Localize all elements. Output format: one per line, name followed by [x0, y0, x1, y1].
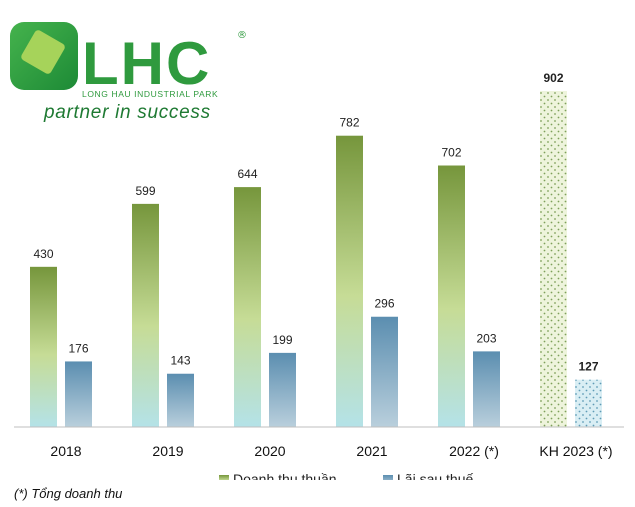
- data-label-revenue-0: 430: [33, 247, 53, 261]
- legend-label-revenue: Doanh thu thuần: [233, 471, 337, 480]
- x-tick-label-3: 2021: [356, 443, 387, 459]
- data-label-profit-0: 176: [68, 341, 88, 355]
- bar-revenue-3: [336, 135, 363, 427]
- bar-revenue-5: [540, 91, 567, 427]
- data-label-revenue-1: 599: [135, 184, 155, 198]
- x-tick-label-5: KH 2023 (*): [539, 443, 612, 459]
- legend-swatch-revenue: [219, 475, 229, 480]
- bar-profit-1: [167, 373, 194, 427]
- data-label-revenue-3: 782: [339, 116, 359, 130]
- x-tick-label-2: 2020: [254, 443, 285, 459]
- lhc-logo: LHC ® LONG HAU INDUSTRIAL PARK partner i…: [10, 22, 247, 123]
- legend-swatch-profit: [383, 475, 393, 480]
- bar-revenue-4: [438, 165, 465, 427]
- logo-subtitle: LONG HAU INDUSTRIAL PARK: [82, 89, 218, 99]
- bar-revenue-1: [132, 203, 159, 427]
- bar-profit-3: [371, 316, 398, 427]
- data-label-revenue-2: 644: [237, 167, 257, 181]
- footnote: (*) Tổng doanh thu: [14, 486, 123, 501]
- logo-brand: LHC: [82, 30, 211, 97]
- data-label-profit-5: 127: [578, 360, 598, 374]
- x-tick-label-4: 2022 (*): [449, 443, 499, 459]
- logo-tagline: partner in success: [43, 102, 211, 123]
- bar-profit-0: [65, 361, 92, 427]
- bar-profit-4: [473, 351, 500, 427]
- bars-group: 430 176 599 143 644 199 782 296 702 203 902 127: [30, 71, 602, 427]
- data-label-profit-3: 296: [374, 297, 394, 311]
- bar-revenue-2: [234, 187, 261, 427]
- revenue-profit-bar-chart: 430 176 599 143 644 199 782 296 702 203 902 127 201…: [14, 71, 624, 480]
- logo-diamond-icon: [21, 30, 65, 74]
- bar-profit-5: [575, 379, 602, 427]
- bar-revenue-0: [30, 266, 57, 427]
- bar-profit-2: [269, 352, 296, 427]
- logo-registered: ®: [237, 30, 247, 41]
- x-tick-label-1: 2019: [152, 443, 183, 459]
- x-tick-labels: 2018 2019 2020 2021 2022 (*) KH 2023 (*): [50, 443, 612, 459]
- data-label-revenue-4: 702: [441, 146, 461, 160]
- data-label-profit-4: 203: [476, 331, 496, 345]
- data-label-profit-2: 199: [272, 333, 292, 347]
- x-tick-label-0: 2018: [50, 443, 81, 459]
- data-label-profit-1: 143: [170, 354, 190, 368]
- legend-label-profit: Lãi sau thuế: [397, 471, 473, 480]
- data-label-revenue-5: 902: [543, 71, 563, 85]
- legend: Doanh thu thuần Lãi sau thuế: [219, 471, 473, 480]
